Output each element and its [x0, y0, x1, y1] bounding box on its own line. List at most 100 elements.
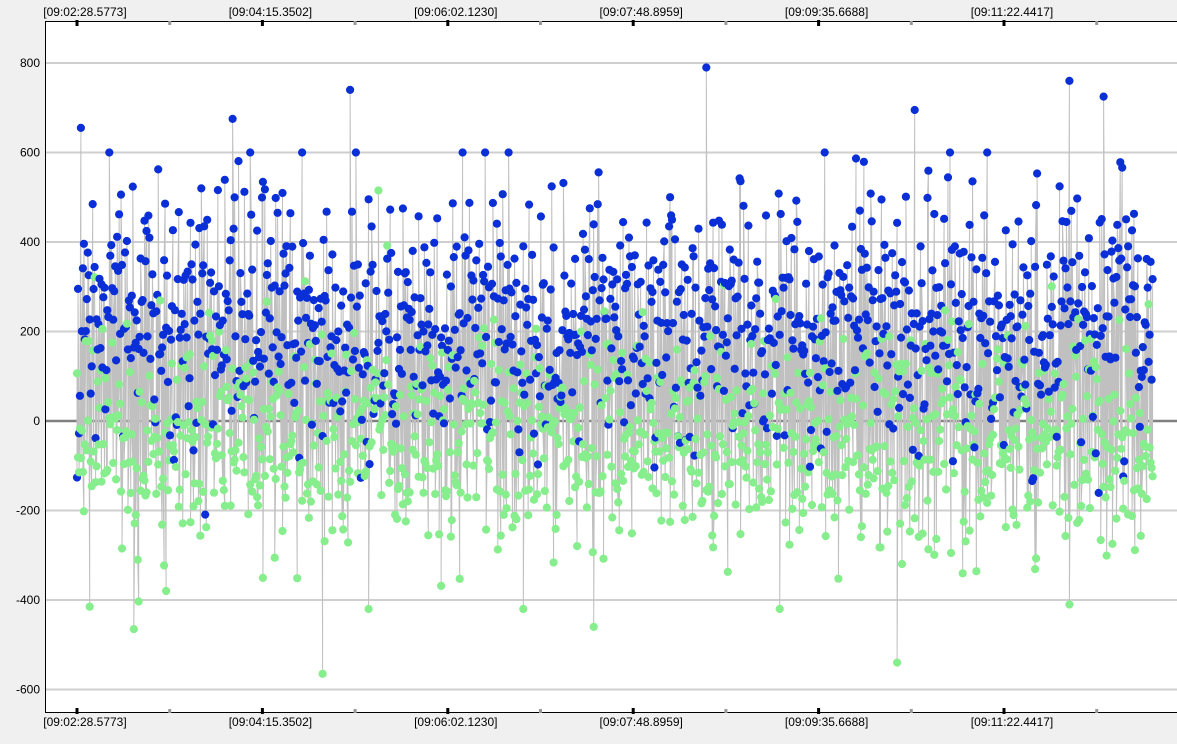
point-series-blue	[82, 295, 91, 304]
point-series-green	[181, 470, 190, 479]
point-series-blue	[451, 363, 460, 372]
point-series-green	[1107, 445, 1116, 454]
point-series-green	[512, 515, 521, 524]
point-series-blue	[667, 215, 677, 224]
point-series-blue	[245, 311, 254, 320]
point-series-blue	[1007, 334, 1016, 343]
x-axis-bottom: [09:02:28.5773] [09:04:15.3502] [09:06:02.…	[43, 708, 1099, 729]
point-series-green	[436, 391, 445, 400]
point-series-green	[115, 380, 124, 389]
point-series-blue	[159, 330, 168, 339]
point-series-green	[669, 490, 679, 499]
point-series-blue	[608, 280, 617, 289]
point-series-green	[343, 493, 352, 502]
point-series-blue	[545, 365, 554, 374]
point-series-green	[506, 430, 515, 439]
point-series-green	[670, 404, 680, 413]
point-series-green	[331, 464, 340, 473]
point-series-green	[392, 514, 402, 524]
point-series-green	[194, 497, 203, 506]
point-series-blue	[647, 297, 656, 306]
point-series-blue	[278, 188, 287, 198]
point-series-blue	[258, 177, 267, 186]
point-series-blue	[86, 389, 95, 398]
point-series-blue	[131, 338, 140, 347]
point-series-blue	[771, 360, 780, 370]
point-series-blue	[930, 209, 939, 219]
point-series-blue	[1127, 226, 1137, 235]
point-series-green	[537, 412, 547, 421]
point-series-green	[1147, 463, 1156, 472]
point-series-blue	[397, 369, 406, 378]
point-series-blue	[1078, 282, 1087, 292]
point-series-blue	[897, 258, 907, 267]
point-series-blue	[431, 325, 440, 334]
point-series-green	[145, 371, 154, 380]
point-series-blue	[618, 365, 627, 374]
point-series-green	[82, 446, 91, 455]
point-series-green	[859, 463, 869, 472]
point-series-blue	[584, 255, 593, 264]
point-series-green	[134, 597, 143, 606]
point-series-green	[126, 488, 135, 498]
point-series-green	[772, 460, 781, 469]
point-series-blue	[734, 258, 743, 267]
point-series-green	[1032, 554, 1041, 563]
point-series-green	[433, 450, 442, 459]
point-series-blue	[910, 105, 919, 115]
point-series-green	[1063, 412, 1072, 421]
point-series-blue	[614, 332, 623, 341]
point-series-blue	[1055, 182, 1064, 191]
point-series-green	[862, 349, 871, 358]
point-series-green	[931, 410, 940, 419]
point-series-blue	[228, 114, 237, 123]
point-series-blue	[1131, 348, 1140, 357]
point-series-green	[357, 404, 366, 413]
point-series-green	[1125, 369, 1134, 378]
point-series-green	[642, 386, 651, 396]
point-series-green	[874, 374, 883, 383]
point-series-green	[1099, 482, 1108, 491]
point-series-green	[752, 503, 761, 512]
point-series-green	[760, 460, 770, 469]
point-series-blue	[1114, 244, 1123, 253]
point-series-blue	[507, 288, 516, 297]
point-series-blue	[274, 352, 283, 361]
point-series-blue	[607, 344, 616, 353]
point-series-green	[318, 669, 327, 678]
point-series-blue	[291, 339, 300, 348]
point-series-green	[723, 567, 732, 576]
point-series-green	[837, 441, 846, 450]
point-series-blue	[640, 332, 649, 341]
point-series-green	[1022, 399, 1031, 409]
point-series-blue	[522, 303, 531, 312]
point-series-blue	[332, 336, 341, 345]
point-series-green	[103, 465, 112, 475]
point-series-blue	[90, 262, 99, 272]
point-series-blue	[260, 185, 269, 194]
point-series-green	[373, 369, 382, 378]
point-series-blue	[1087, 282, 1096, 291]
point-series-green	[488, 428, 497, 437]
point-series-blue	[135, 332, 144, 341]
point-series-green	[802, 435, 811, 444]
point-series-green	[940, 459, 949, 469]
point-series-blue	[462, 366, 471, 375]
point-series-green	[89, 447, 98, 456]
point-series-blue	[312, 379, 321, 388]
point-series-green	[853, 451, 863, 460]
point-series-blue	[225, 256, 234, 265]
point-series-blue	[180, 320, 189, 329]
point-series-blue	[498, 190, 507, 199]
point-series-green	[866, 418, 875, 428]
point-series-blue	[482, 332, 491, 342]
point-series-green	[466, 419, 475, 428]
point-series-blue	[638, 380, 647, 389]
point-series-blue	[923, 193, 932, 202]
point-series-green	[1136, 531, 1145, 540]
point-series-green	[379, 445, 388, 454]
point-series-blue	[843, 261, 852, 270]
point-series-green	[1010, 435, 1019, 445]
point-series-green	[1035, 468, 1045, 477]
point-series-green	[516, 360, 525, 369]
